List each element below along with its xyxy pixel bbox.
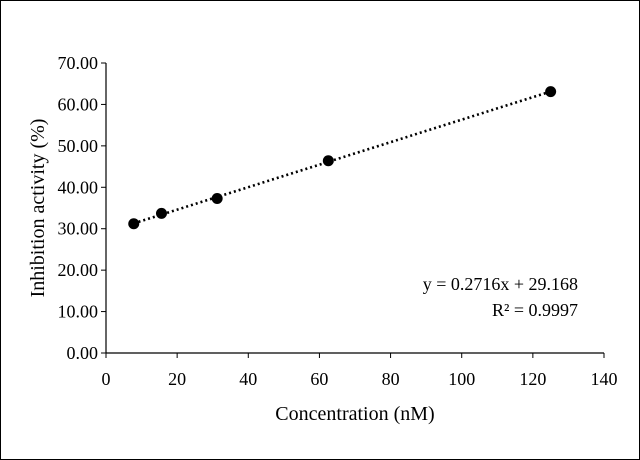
data-point	[545, 86, 557, 98]
data-points	[128, 86, 557, 230]
y-tick-label: 70.00	[58, 53, 99, 73]
x-tick-label: 20	[168, 369, 186, 389]
y-axis-title: Inhibition activity (%)	[27, 119, 49, 298]
trendline-group	[133, 90, 552, 225]
x-tick-label: 100	[448, 369, 475, 389]
x-axis-title: Concentration (nM)	[275, 403, 434, 425]
x-tick-label: 80	[382, 369, 400, 389]
y-tick-label: 20.00	[58, 260, 99, 280]
x-tick-label: 40	[239, 369, 257, 389]
trendline	[133, 90, 552, 225]
data-point	[155, 207, 167, 219]
r-squared-annotation: R² = 0.9997	[492, 300, 578, 320]
y-tick-label: 0.00	[67, 343, 99, 363]
y-tick-label: 30.00	[58, 219, 99, 239]
y-tick-label: 60.00	[58, 94, 99, 114]
tick-labels: 0.00 10.00 20.00 30.00 40.00 50.00 60.00 70.00 0…	[58, 53, 618, 389]
data-point	[128, 218, 140, 230]
x-tick-label: 0	[102, 369, 111, 389]
axes	[101, 62, 605, 358]
data-point	[322, 155, 334, 167]
x-tick-label: 60	[310, 369, 328, 389]
equation-annotation: y = 0.2716x + 29.168	[423, 274, 578, 294]
x-tick-label: 120	[519, 369, 546, 389]
y-tick-label: 40.00	[58, 177, 99, 197]
x-tick-label: 140	[591, 369, 618, 389]
y-tick-label: 50.00	[58, 136, 99, 156]
y-tick-label: 10.00	[58, 302, 99, 322]
data-point	[211, 192, 223, 204]
